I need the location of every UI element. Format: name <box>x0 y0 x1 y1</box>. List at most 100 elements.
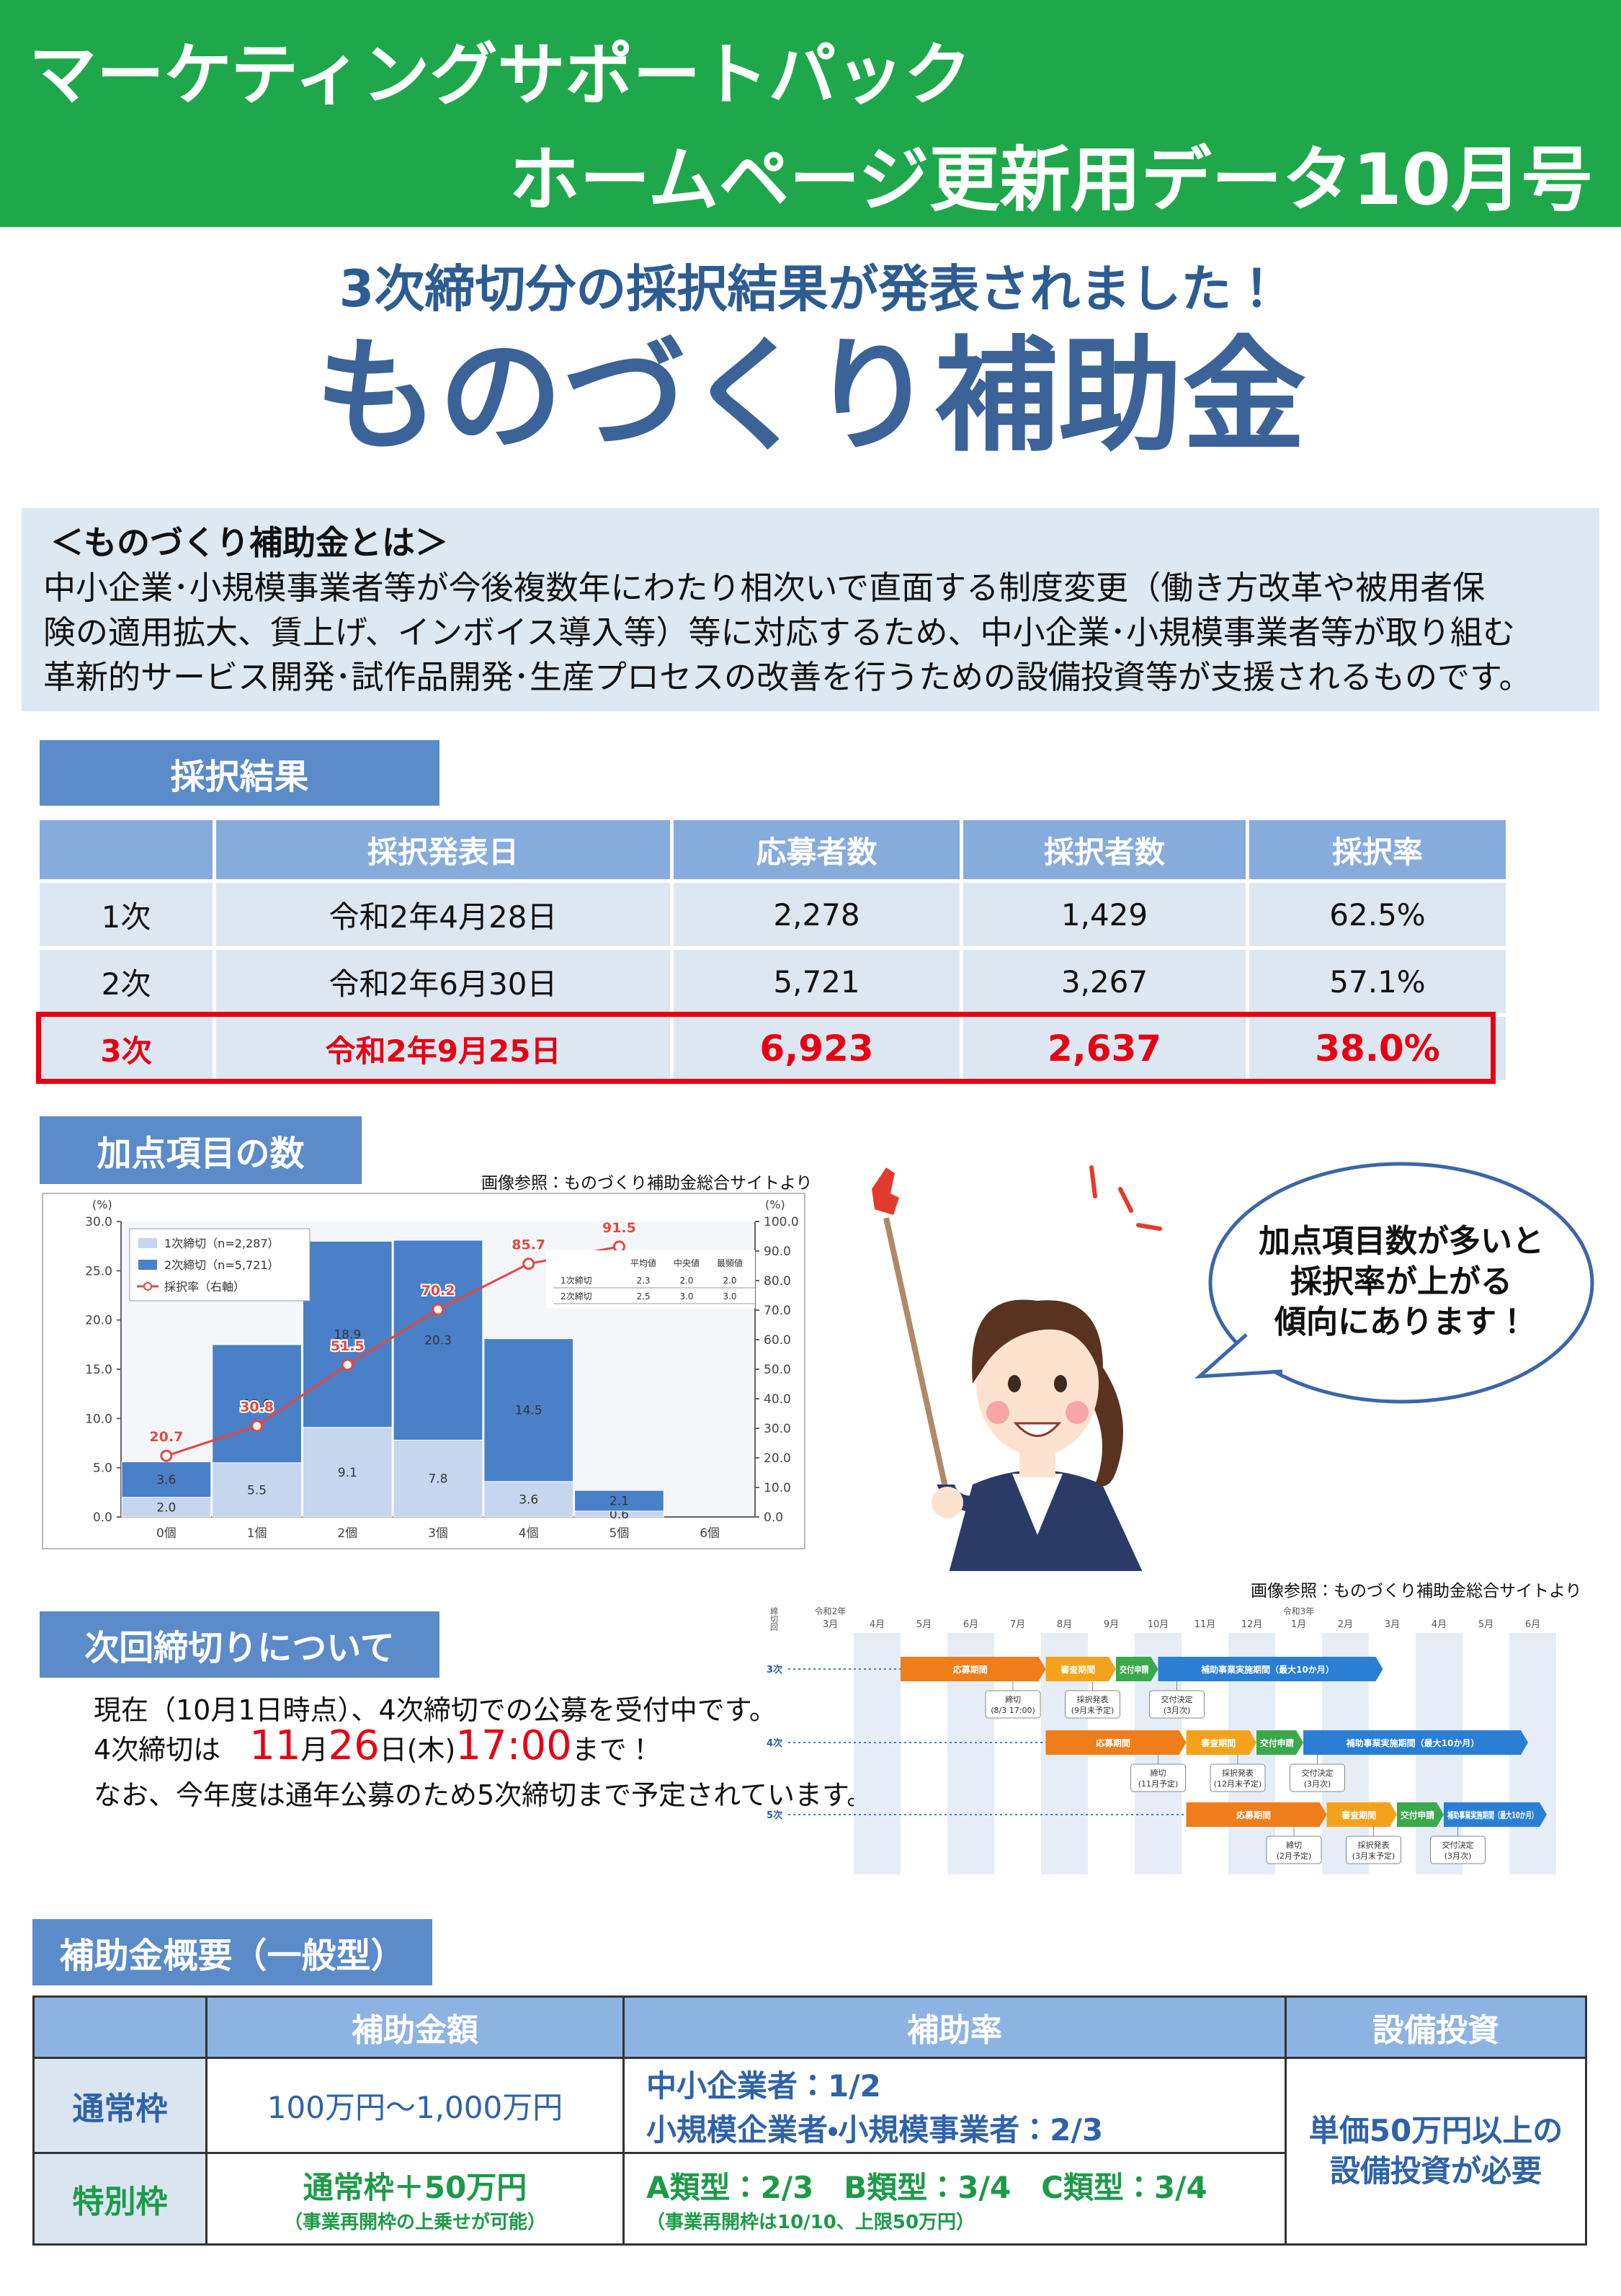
x-tick-label: 6個 <box>700 1526 720 1541</box>
main-title: ものづくり補助金 <box>315 324 1306 468</box>
x-tick-label: 1個 <box>247 1526 267 1541</box>
phase-label: 審査期間 <box>1341 1810 1376 1820</box>
equipment: 設備投資が必要 <box>1329 2153 1542 2189</box>
y-tick-label: 5.0 <box>93 1461 112 1476</box>
deadline-highlight: 17:00 <box>455 1722 572 1769</box>
stats-value: 2.3 <box>636 1276 650 1286</box>
deadline-highlight: 26 <box>328 1722 380 1769</box>
y-unit: (%) <box>92 1198 112 1211</box>
rate-line <box>166 1245 620 1457</box>
bubble-line: 傾向にあります！ <box>1274 1304 1528 1340</box>
note-text: 締切 <box>1005 1694 1021 1704</box>
note-text: 採択発表 <box>1222 1768 1254 1778</box>
era-label: 令和3年 <box>1283 1606 1315 1616</box>
y2-tick-label: 70.0 <box>764 1304 791 1318</box>
bar-segment <box>483 1481 574 1518</box>
x-tick-label: 0個 <box>156 1526 177 1541</box>
phase-bar <box>1256 1730 1303 1755</box>
phase-bar <box>1045 1730 1187 1755</box>
speech-bubble <box>1194 1162 1594 1404</box>
header-cell: 補助率 <box>622 1995 1287 2059</box>
y-tick-label: 25.0 <box>85 1264 112 1278</box>
stats-box <box>546 1250 755 1308</box>
note-box <box>1346 1836 1401 1864</box>
rate-point <box>251 1420 264 1433</box>
section-tab: 次回締切りについて <box>40 1611 439 1678</box>
table-cell: 1次 <box>40 883 213 946</box>
bar-label: 5.5 <box>247 1483 267 1498</box>
bar-segment <box>212 1344 302 1464</box>
amount: 100万円～1,000万円 <box>267 2090 563 2125</box>
table-cell: 令和2年4月28日 <box>216 883 670 946</box>
y2-tick-label: 60.0 <box>764 1333 791 1348</box>
deadline-part: 日(木) <box>379 1734 456 1766</box>
rate-label: 20.7 <box>149 1429 183 1445</box>
y-tick-label: 0.0 <box>93 1510 112 1525</box>
about-text: 中小企業･小規模事業者等が今後複数年にわたり相次いで直面する制度変更（働き方改革… <box>43 566 1532 700</box>
table-cell: 5,721 <box>674 950 960 1013</box>
table-cell: 6,923 <box>674 1017 960 1080</box>
phase-bar <box>1158 1657 1383 1681</box>
section-tab: 採択結果 <box>40 740 439 806</box>
rate-label: 70.2 <box>421 1283 455 1299</box>
eye <box>1008 1375 1021 1392</box>
suit <box>949 1470 1143 1571</box>
phase-label: 応募期間 <box>1236 1810 1271 1820</box>
rate-point <box>432 1303 445 1316</box>
legend-box <box>129 1228 311 1301</box>
legend-label: 2次締切（n=5,721） <box>164 1258 280 1272</box>
stats-value: 2.5 <box>636 1291 650 1301</box>
about-box: ＜ものづくり補助金とは＞ 中小企業･小規模事業者等が今後複数年にわたり相次いで直… <box>22 508 1599 711</box>
month-label: 2月 <box>1338 1619 1353 1630</box>
rate-label: 85.7 <box>512 1237 545 1253</box>
month-label: 11月 <box>1194 1619 1216 1630</box>
cheek <box>986 1401 1009 1424</box>
note-text: 交付決定 <box>1161 1695 1193 1704</box>
header-blank <box>32 1995 207 2059</box>
phase-label: 交付申請 <box>1401 1810 1434 1820</box>
header-line: ホームページ更新用データ10月号 <box>509 139 1592 221</box>
legend-label: 採択率（右軸） <box>164 1280 245 1294</box>
note-box <box>1130 1763 1186 1792</box>
phase-label: 補助事業実施期間（最大10か月） <box>1347 1737 1480 1748</box>
y2-tick-label: 30.0 <box>764 1422 791 1436</box>
rate-cell: A類型：2/3 B類型：3/4 C類型：3/4 （事業再開枠は10/10、上限50… <box>622 2152 1287 2246</box>
phase-label: 交付申請 <box>1260 1737 1294 1748</box>
chart: (%) (%) 0.0 5.0 10.0 15.0 20.0 25.0 30.0 0.0 10.0 2… <box>42 1193 805 1549</box>
about-line: 中小企業･小規模事業者等が今後複数年にわたり相次いで直面する制度変更（働き方改革… <box>43 569 1486 607</box>
bar-label: 18.9 <box>334 1327 361 1342</box>
legend-dot <box>143 1282 152 1291</box>
table-cell: 1,429 <box>963 883 1246 946</box>
phase-bar <box>1045 1657 1116 1681</box>
section-tab: 加点項目の数 <box>40 1116 362 1184</box>
bubble-text: 加点項目数が多いと 採択率が上がる 傾向にあります！ <box>1218 1222 1585 1343</box>
y-tick-label: 20.0 <box>85 1314 112 1328</box>
legend-swatch <box>138 1238 157 1248</box>
timeline: 3月 4月 5月 6月 7月 8月 9月 10月 11月 12月 1月 2月 3月 4月 5月 6月 令和2年 令… <box>767 1606 1556 1874</box>
eye <box>1054 1375 1067 1392</box>
bar-label: 12.0 <box>244 1397 271 1412</box>
header-cell: 補助金額 <box>205 1995 625 2059</box>
section-tab: 補助金概要（一般型） <box>32 1919 432 1985</box>
note-text: (9月末予定) <box>1071 1705 1115 1715</box>
header-line: マーケティングサポートパック <box>29 36 972 115</box>
smile <box>1013 1422 1062 1437</box>
rate-note: （事業再開枠は10/10、上限50万円） <box>646 2212 975 2233</box>
hair <box>972 1299 1103 1384</box>
note-box <box>1430 1836 1486 1864</box>
table-cell: 3,267 <box>963 950 1246 1013</box>
rate-cell: 中小企業者：1/2 小規模企業者・小規模事業者：2/3 <box>622 2057 1287 2154</box>
y2-tick-label: 100.0 <box>764 1215 799 1229</box>
pointer <box>883 1217 954 1514</box>
phase-bar <box>1303 1730 1528 1755</box>
phase-bar <box>1326 1802 1397 1827</box>
note-text: (11月予定) <box>1138 1779 1179 1789</box>
bar-label: 7.8 <box>428 1472 447 1487</box>
y2-tick-label: 90.0 <box>764 1245 791 1259</box>
y2-tick-label: 10.0 <box>764 1481 791 1495</box>
header-cell: 採択発表日 <box>216 820 670 879</box>
deadline-date: 4次締切は 11月26日(木)17:00まで！ <box>94 1722 654 1769</box>
month-label: 5月 <box>1478 1619 1493 1630</box>
bar-label: 9.1 <box>338 1466 357 1480</box>
phase-label: 審査期間 <box>1200 1737 1236 1748</box>
